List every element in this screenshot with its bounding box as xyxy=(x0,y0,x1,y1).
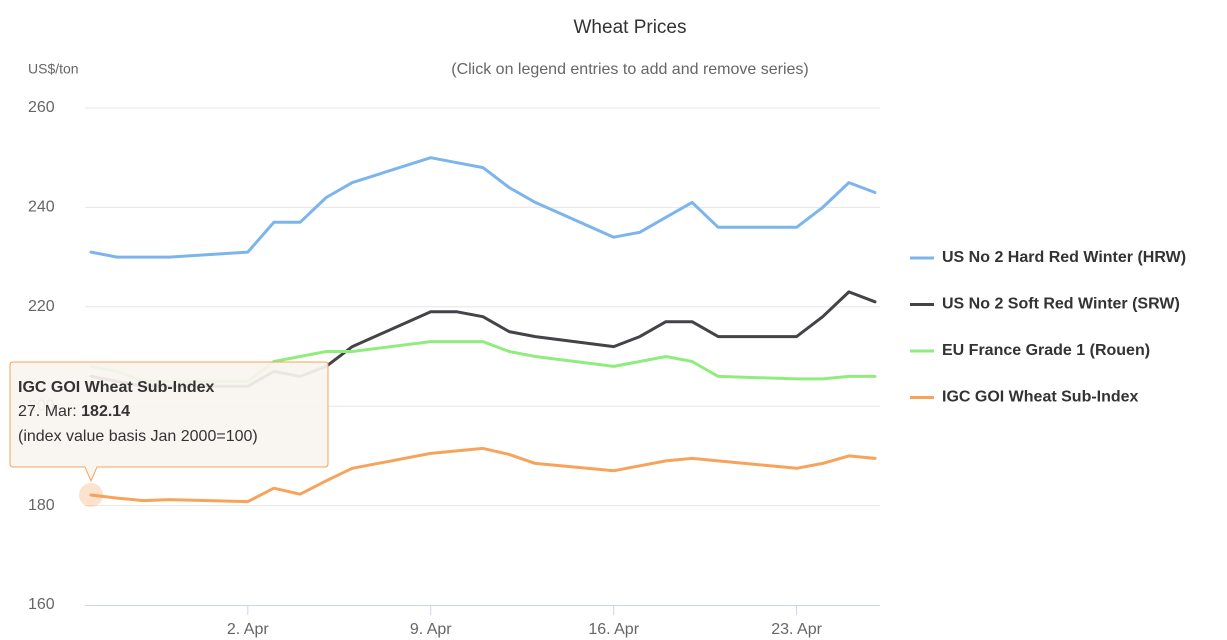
tooltip: IGC GOI Wheat Sub-Index 27. Mar: 182.14 … xyxy=(9,361,329,507)
legend: US No 2 Hard Red Winter (HRW) US No 2 Sof… xyxy=(910,249,1186,406)
y-tick-label: 180 xyxy=(28,497,55,514)
tooltip-point: 27. Mar: 182.14 xyxy=(18,403,130,420)
hover-halo xyxy=(79,482,103,507)
tooltip-note: (index value basis Jan 2000=100) xyxy=(18,428,258,445)
series-line xyxy=(89,156,877,259)
chart-title: Wheat Prices xyxy=(574,17,687,38)
y-tick-label: 220 xyxy=(28,298,55,315)
legend-label[interactable]: IGC GOI Wheat Sub-Index xyxy=(942,389,1139,406)
tooltip-value: 182.14 xyxy=(81,403,130,420)
series-line xyxy=(89,446,877,504)
tooltip-title: IGC GOI Wheat Sub-Index xyxy=(18,379,215,396)
chart-subtitle: (Click on legend entries to add and remo… xyxy=(451,61,809,78)
x-tick-label: 23. Apr xyxy=(771,621,822,638)
y-tick-label: 260 xyxy=(28,99,55,116)
x-tick-label: 9. Apr xyxy=(410,621,452,638)
tooltip-box xyxy=(9,361,329,483)
x-tick-label: 16. Apr xyxy=(588,621,639,638)
legend-label[interactable]: EU France Grade 1 (Rouen) xyxy=(942,342,1150,359)
legend-label[interactable]: US No 2 Soft Red Winter (SRW) xyxy=(942,296,1180,313)
y-tick-label: 240 xyxy=(28,199,55,216)
tooltip-x: 27. Mar xyxy=(18,403,73,420)
tooltip-sep: : xyxy=(72,403,81,420)
y-tick-label: 160 xyxy=(28,596,55,613)
legend-label[interactable]: US No 2 Hard Red Winter (HRW) xyxy=(942,249,1186,266)
x-tick-label: 2. Apr xyxy=(227,621,269,638)
y-axis-title: US$/ton xyxy=(28,61,79,77)
